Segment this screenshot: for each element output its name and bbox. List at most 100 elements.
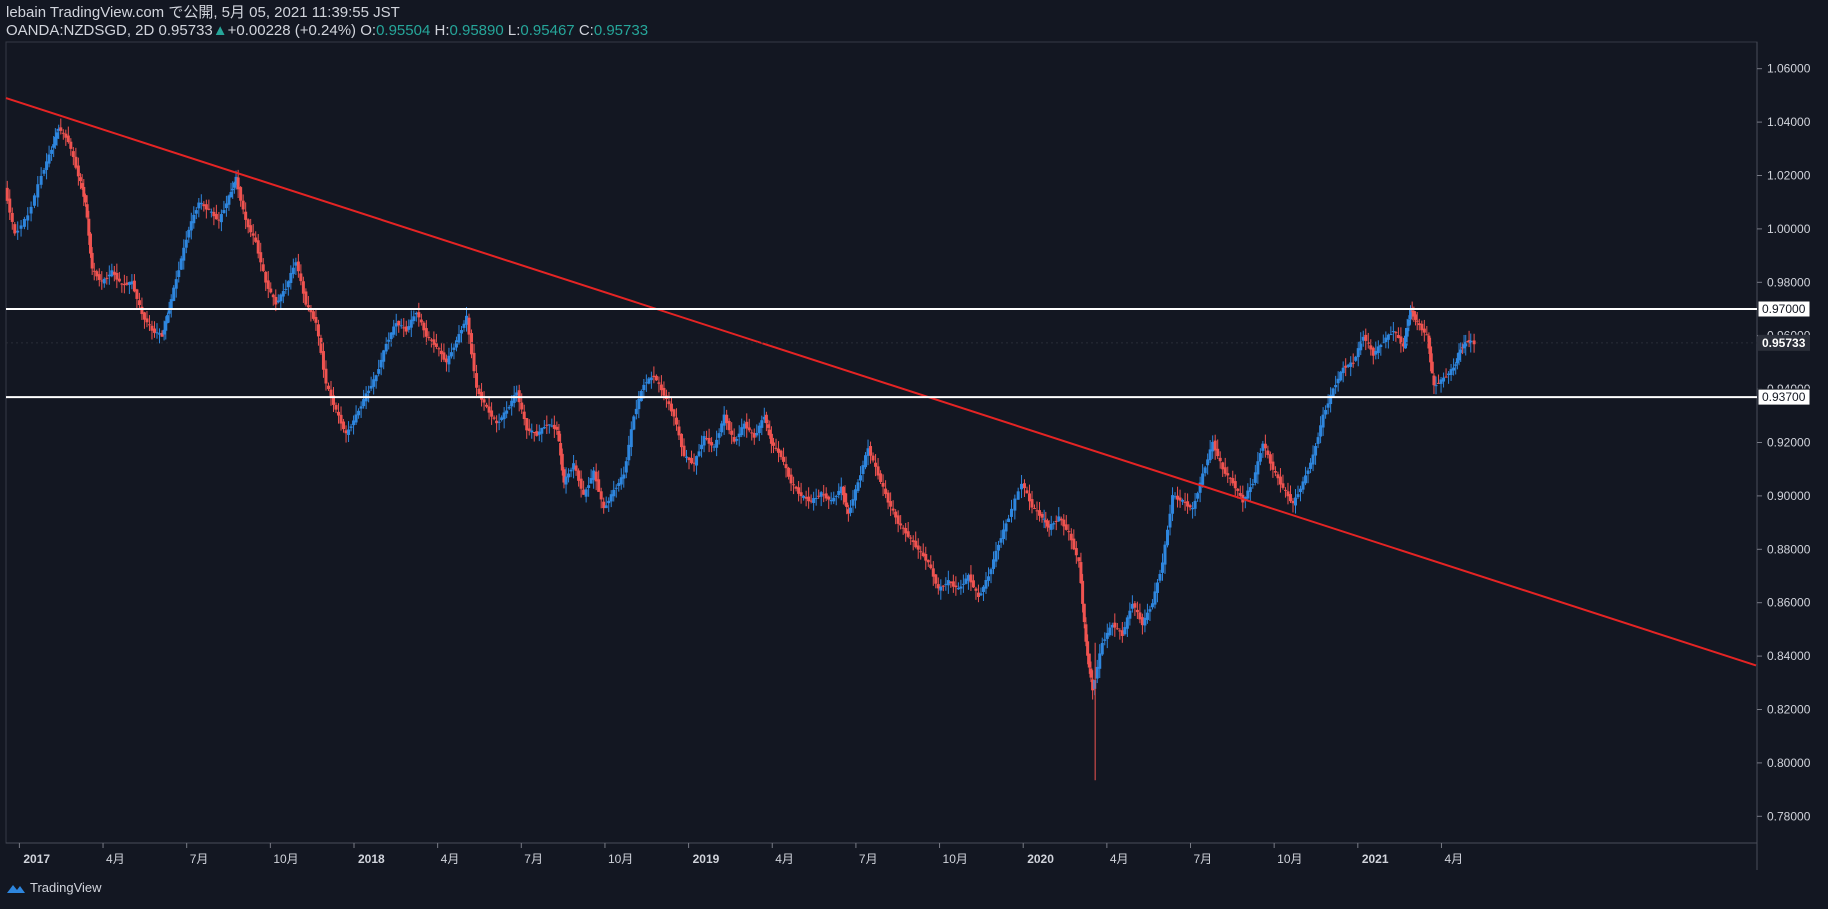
candle-body [639, 390, 643, 402]
downtrend-line[interactable] [5, 97, 1757, 667]
candle-body [1354, 356, 1358, 361]
candle-body [537, 431, 541, 435]
candle-body [634, 408, 638, 415]
symbol-label[interactable]: OANDA:NZDSGD, 2D [6, 22, 155, 39]
x-tick-label: 7月 [1194, 852, 1213, 866]
candle-body [1331, 388, 1335, 397]
candle-body [1030, 499, 1034, 508]
candle-body [1022, 483, 1026, 489]
candle-body [1286, 491, 1290, 497]
candle-body [326, 385, 330, 390]
candle-body [837, 490, 841, 495]
candle-body [884, 488, 888, 495]
candle-body [294, 262, 298, 266]
candle-body [384, 343, 388, 352]
candle-body [399, 325, 403, 327]
candle-body [490, 410, 494, 417]
candle-body [924, 553, 928, 561]
candle-body [959, 586, 963, 589]
candle-body [797, 487, 801, 494]
candle-body [530, 430, 534, 433]
candles [5, 118, 1476, 781]
candle-body [1074, 548, 1078, 556]
price-chart[interactable]: 1.060001.040001.020001.000000.980000.960… [0, 0, 1828, 870]
candle-body [1226, 473, 1230, 476]
candle-body [184, 239, 188, 248]
candle-body [966, 575, 970, 581]
candle-body [1349, 362, 1353, 367]
candle-body [442, 352, 446, 360]
open-label: O: [360, 22, 377, 39]
candle-body [291, 267, 295, 275]
candle-body [155, 332, 159, 334]
candle-body [224, 203, 228, 209]
candle-body [459, 330, 463, 334]
candle-body [1009, 508, 1013, 517]
candle-body [512, 395, 516, 403]
candle-body [367, 390, 371, 394]
trendline[interactable] [5, 97, 1757, 667]
candle-body [454, 340, 458, 348]
candle-body [417, 312, 421, 318]
candle-body [582, 489, 586, 495]
candle-body [1087, 653, 1091, 668]
candle-body [1386, 334, 1390, 340]
candle-body [150, 325, 154, 331]
candle-body [1324, 409, 1328, 415]
candle-body [1301, 481, 1305, 490]
candle-body [209, 211, 213, 213]
candle-body [1081, 580, 1085, 604]
candle-body [279, 294, 283, 302]
candle-body [246, 219, 250, 228]
candle-body [700, 444, 704, 450]
candle-body [1238, 493, 1242, 496]
candle-body [1258, 453, 1262, 462]
candle-body [577, 470, 581, 481]
candle-body [16, 230, 20, 233]
x-tick-label: 4月 [106, 852, 125, 866]
candle-body [142, 312, 146, 320]
candle-body [236, 177, 240, 190]
candle-body [866, 448, 870, 456]
candle-body [602, 501, 606, 509]
candle-body [1243, 497, 1247, 501]
y-axis[interactable]: 1.060001.040001.020001.000000.980000.960… [1757, 62, 1811, 824]
candle-body [557, 431, 561, 442]
candle-body [304, 291, 308, 305]
candle-body [809, 500, 813, 502]
candle-body [189, 221, 193, 231]
candle-body [532, 432, 536, 434]
candle-body [859, 475, 863, 481]
candle-body [657, 382, 661, 384]
candle-body [1364, 334, 1368, 341]
candle-body [1035, 510, 1039, 512]
candle-body [179, 258, 183, 270]
candle-body [352, 420, 356, 426]
horizontal-levels[interactable]: 0.97000 0.93700 0.95733 [6, 300, 1811, 406]
candle-body [1221, 462, 1225, 470]
candle-body [172, 287, 176, 301]
candle-body [382, 350, 386, 362]
candle-body [457, 334, 461, 343]
candle-body [452, 347, 456, 350]
candle-body [402, 327, 406, 329]
candle-body [891, 508, 895, 511]
candle-body [707, 437, 711, 444]
candle-body [414, 312, 418, 315]
candle-body [839, 486, 843, 494]
candle-body [249, 225, 253, 233]
candle-body [1394, 332, 1398, 334]
candle-body [946, 580, 950, 586]
candle-body [80, 183, 84, 189]
candle-body [986, 576, 990, 581]
candle-body [1105, 632, 1109, 639]
x-axis[interactable]: 2017 4月 7月 10月 2018 4月 7月 10月 2019 4月 7月 10月 2020 4月 7… [6, 842, 1757, 866]
candle-body [690, 457, 694, 464]
close-value: 0.95733 [593, 22, 649, 39]
candle-body [647, 378, 651, 384]
candle-body [137, 300, 141, 306]
candle-body [1291, 500, 1295, 504]
candle-body [712, 446, 716, 448]
candle-body [217, 219, 221, 221]
candle-body [354, 414, 358, 423]
